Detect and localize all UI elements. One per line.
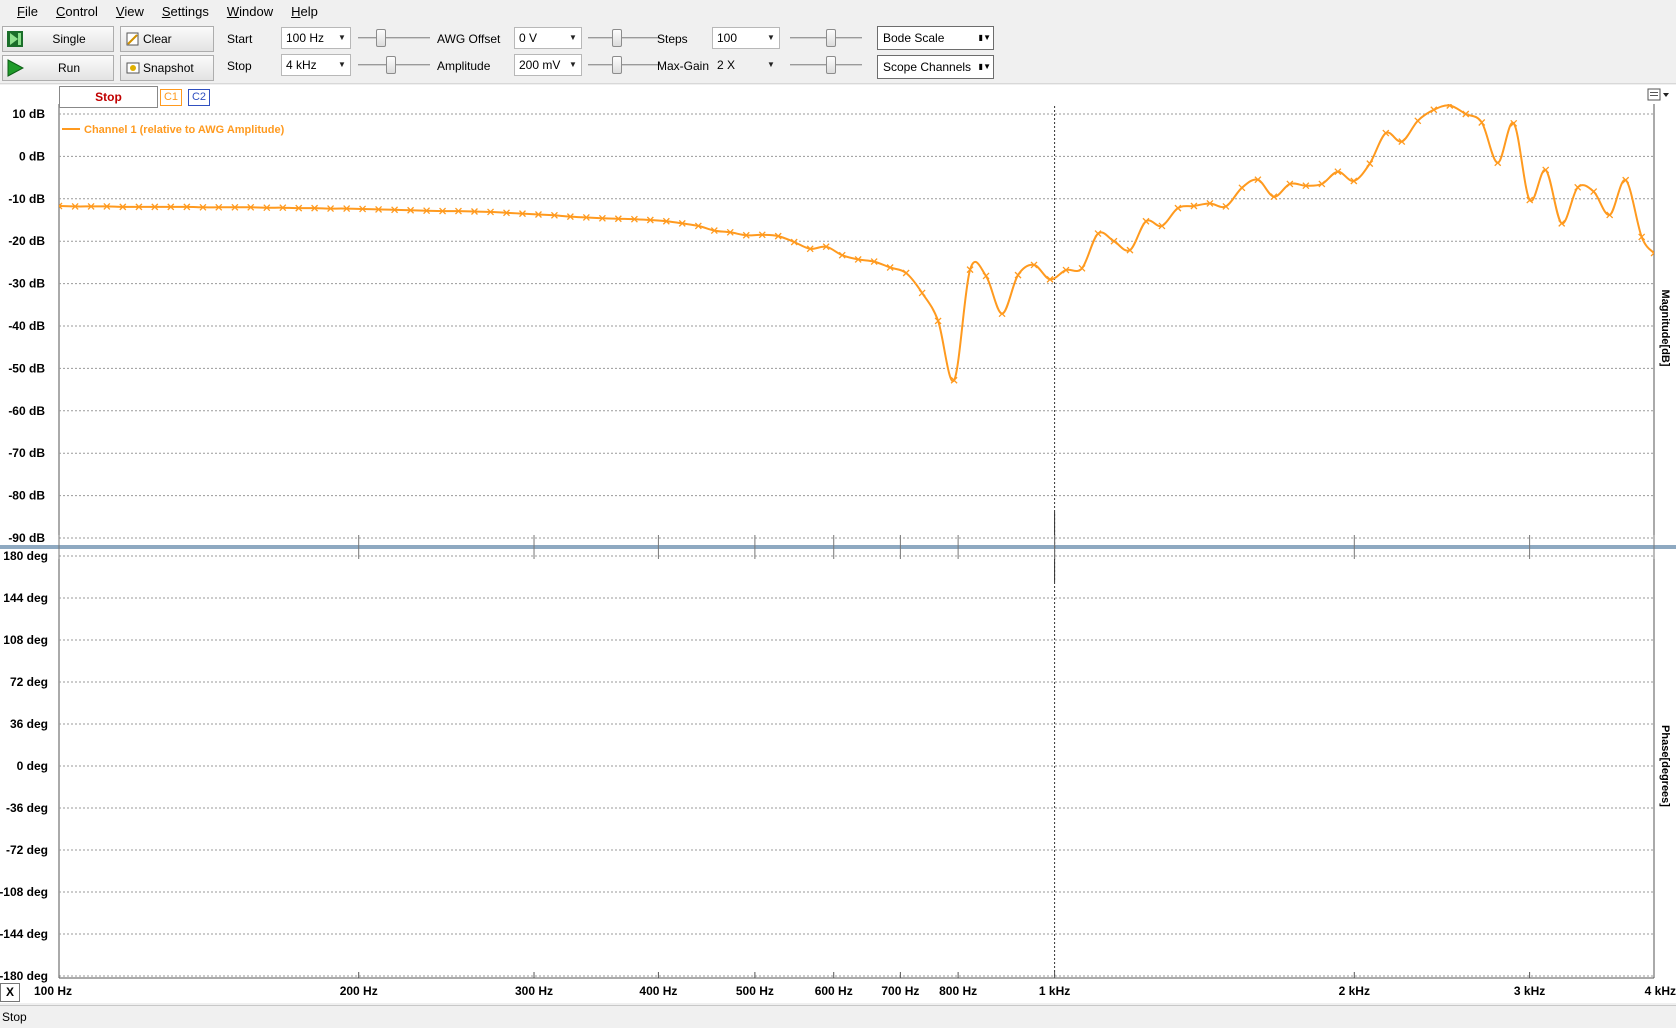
amplitude-value: 200 mV [519, 58, 561, 72]
status-text: Stop [2, 1010, 27, 1024]
awg-offset-combo[interactable]: 0 V ▼ [514, 27, 582, 49]
stop-frequency-slider[interactable] [358, 54, 430, 76]
close-plot-button[interactable]: X [0, 983, 20, 1002]
max-gain-combo[interactable]: 2 X ▼ [712, 54, 780, 76]
amplitude-combo[interactable]: 200 mV ▼ [514, 54, 582, 76]
channel-2-toggle[interactable]: C2 [188, 89, 210, 106]
snapshot-button[interactable]: Snapshot [120, 55, 214, 81]
slider-thumb[interactable] [826, 29, 836, 47]
chevron-down-icon[interactable]: ▼ [569, 33, 577, 42]
start-frequency-combo[interactable]: 100 Hz ▼ [281, 27, 351, 49]
toolbar: Single Run Clear Snapshot Start 100 Hz ▼… [0, 24, 1676, 84]
channel-1-toggle[interactable]: C1 [160, 89, 182, 106]
chevron-down-icon[interactable]: ▼ [338, 33, 346, 42]
bode-plot-area [0, 85, 1676, 1003]
steps-slider[interactable] [790, 27, 862, 49]
chevron-down-icon[interactable]: ▼ [767, 60, 775, 69]
run-button[interactable]: Run [2, 55, 114, 81]
bode-scale-label: Bode Scale [883, 31, 945, 45]
snapshot-icon [123, 58, 143, 78]
amplitude-slider[interactable] [588, 54, 660, 76]
slider-thumb[interactable] [612, 56, 622, 74]
awg-offset-label: AWG Offset [437, 32, 501, 46]
clear-icon [123, 29, 143, 49]
chevron-down-icon[interactable]: ▼ [767, 33, 775, 42]
chevron-down-icon[interactable]: ▼ [338, 60, 346, 69]
single-label: Single [52, 32, 86, 46]
awg-offset-slider[interactable] [588, 27, 660, 49]
awg-offset-value: 0 V [519, 31, 538, 45]
max-gain-slider[interactable] [790, 54, 862, 76]
stop-tab[interactable]: Stop [59, 86, 158, 108]
chevron-down-icon: ▮▼ [978, 33, 991, 42]
menu-control[interactable]: Control [55, 4, 98, 19]
status-bar: Stop [0, 1005, 1676, 1027]
bode-scale-dropdown[interactable]: Bode Scale ▮▼ [877, 26, 994, 50]
slider-thumb[interactable] [826, 56, 836, 74]
run-label: Run [57, 61, 80, 75]
play-icon [5, 58, 25, 78]
single-button[interactable]: Single [2, 26, 114, 52]
slider-thumb[interactable] [386, 56, 396, 74]
slider-thumb[interactable] [376, 29, 386, 47]
menu-window[interactable]: Window [226, 4, 274, 19]
max-gain-label: Max-Gain [657, 59, 710, 73]
menu-bar: File Control View Settings Window Help [0, 0, 1676, 24]
steps-combo[interactable]: 100 ▼ [712, 27, 780, 49]
menu-view[interactable]: View [115, 4, 144, 19]
steps-label: Steps [657, 32, 688, 46]
amplitude-label: Amplitude [437, 59, 491, 73]
start-value: 100 Hz [286, 31, 325, 45]
chevron-down-icon[interactable]: ▼ [569, 60, 577, 69]
steps-value: 100 [717, 31, 738, 45]
clear-button[interactable]: Clear [120, 26, 214, 52]
start-frequency-slider[interactable] [358, 27, 430, 49]
menu-file[interactable]: File [17, 4, 38, 19]
stop-frequency-combo[interactable]: 4 kHz ▼ [281, 54, 351, 76]
stop-label: Stop [227, 59, 252, 73]
slider-thumb[interactable] [612, 29, 622, 47]
single-step-icon [5, 29, 25, 49]
menu-settings[interactable]: Settings [161, 4, 209, 19]
clear-label: Clear [143, 32, 172, 46]
menu-help[interactable]: Help [291, 4, 318, 19]
snapshot-label: Snapshot [143, 61, 194, 75]
stop-value: 4 kHz [286, 58, 317, 72]
chevron-down-icon: ▮▼ [978, 62, 991, 71]
plot-options-icon[interactable] [1646, 87, 1670, 105]
start-label: Start [227, 32, 253, 46]
scope-channels-dropdown[interactable]: Scope Channels ▮▼ [877, 55, 994, 79]
max-gain-value: 2 X [717, 58, 736, 72]
scope-channels-label: Scope Channels [883, 60, 972, 74]
